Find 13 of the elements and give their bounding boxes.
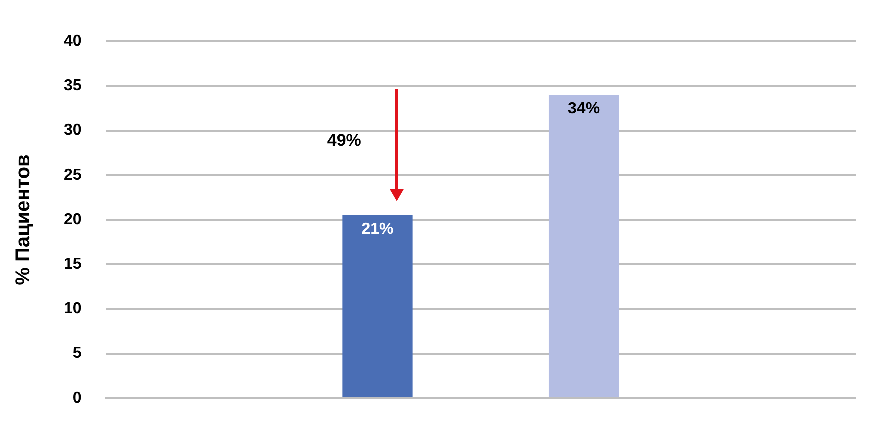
y-tick-label: 30 xyxy=(64,122,82,140)
y-tick-label: 15 xyxy=(64,256,82,274)
annotation: 49% xyxy=(327,131,362,152)
data-label: 21% xyxy=(362,220,394,238)
data-label: 34% xyxy=(568,100,600,118)
y-tick-label: 35 xyxy=(64,78,82,95)
y-axis-title: % Пациентов xyxy=(12,154,35,286)
y-tick-label: 20 xyxy=(64,211,82,228)
y-tick-label: 5 xyxy=(72,345,82,362)
y-tick-label: 0 xyxy=(72,390,82,407)
y-tick-label: 40 xyxy=(64,33,82,50)
y-tick-label: 25 xyxy=(64,166,82,184)
y-tick-label: 10 xyxy=(64,300,82,318)
